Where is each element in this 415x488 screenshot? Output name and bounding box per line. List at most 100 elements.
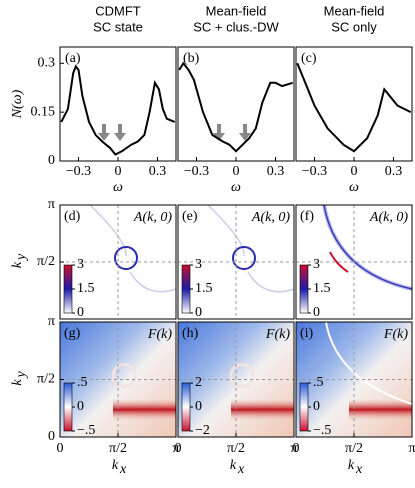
panel-title: A(k, 0): [133, 210, 172, 225]
y-tick-label: 0: [48, 429, 55, 444]
column-header: SC + clus.-DW: [193, 19, 279, 34]
y-tick-label: π: [48, 314, 55, 329]
colorbar: [181, 382, 191, 432]
spectral-ring: [114, 246, 138, 270]
panel-title: F(k): [265, 327, 290, 342]
colorbar: [63, 264, 73, 314]
y-axis-label: k: [10, 261, 25, 268]
panel-title: F(k): [383, 327, 408, 342]
red-band: [349, 398, 412, 421]
arc-hotspot: [329, 251, 349, 273]
y-tick-label: π/2: [37, 372, 55, 387]
colorbar-tick-label: .5: [77, 375, 88, 390]
x-tick-label: 0: [175, 441, 182, 456]
x-tick-label: 0: [57, 441, 64, 456]
panel-title: F(k): [147, 327, 172, 342]
panel-label: (e): [182, 209, 198, 224]
red-band: [231, 398, 294, 421]
colorbar-tick-label: 1.5: [77, 281, 95, 296]
x-tick-label: 0.3: [267, 164, 285, 179]
x-tick-label: 0: [115, 164, 122, 179]
colorbar-tick-label: −2: [195, 423, 210, 438]
x-tick-label: π/2: [227, 441, 245, 456]
colorbar-tick-label: −.5: [313, 423, 331, 438]
gap-ring: [111, 363, 137, 388]
red-band: [113, 398, 176, 421]
colorbar: [299, 264, 309, 314]
fermi-arc-core: [323, 204, 413, 290]
x-tick-label: 0.3: [149, 164, 167, 179]
colorbar-tick-label: 3: [77, 257, 84, 272]
column-header: SC state: [93, 19, 143, 34]
y-tick-label: 0: [48, 153, 55, 168]
x-axis-label: k: [230, 458, 237, 473]
panel-label: (h): [182, 326, 199, 341]
x-axis-label: k: [348, 458, 355, 473]
spectral-ring: [232, 246, 256, 270]
colorbar-tick-label: 0: [313, 399, 320, 414]
y-tick-label: 0.15: [31, 104, 56, 119]
x-axis-label: ω: [113, 180, 123, 195]
y-axis-label: N(ω): [10, 89, 25, 119]
axes-frame: [177, 204, 295, 320]
panel-title: A(k, 0): [369, 210, 408, 225]
x-tick-label: π/2: [109, 441, 127, 456]
arrows: [98, 124, 251, 141]
panel-label: (g): [64, 326, 81, 341]
node-line: [325, 321, 413, 405]
x-tick-label: π: [408, 441, 415, 456]
colorbar-tick-label: 1.5: [313, 281, 331, 296]
density-curve: [60, 64, 176, 156]
panel-label: (i): [300, 326, 314, 341]
gap-ring: [229, 363, 255, 388]
colorbar: [63, 382, 73, 432]
x-tick-label: −0.3: [184, 164, 209, 179]
x-tick-label: 0: [293, 441, 300, 456]
colorbar: [181, 264, 191, 314]
colorbar-tick-label: 0: [313, 305, 320, 320]
colorbar-tick-label: 0: [195, 305, 202, 320]
y-axis-label-subscript: y: [14, 371, 29, 380]
colorbar-tick-label: 1.5: [195, 281, 213, 296]
y-tick-label: π: [48, 197, 55, 212]
x-tick-label: −0.3: [302, 164, 327, 179]
panel-label: (a): [65, 51, 81, 66]
density-curve: [178, 61, 293, 153]
x-tick-label: 0.3: [385, 164, 403, 179]
colorbar-tick-label: 2: [195, 375, 202, 390]
panel-label: (f): [300, 209, 314, 224]
x-axis-label: k: [112, 458, 119, 473]
y-axis-label-subscript: y: [14, 253, 29, 262]
y-axis-label: k: [10, 379, 25, 386]
y-tick-label: π/2: [37, 254, 55, 269]
x-tick-label: π: [172, 441, 179, 456]
column-header: SC only: [331, 19, 377, 34]
column-header: Mean-field: [206, 3, 267, 18]
y-tick-label: 0.3: [38, 56, 56, 71]
colorbar-tick-label: 3: [195, 257, 202, 272]
colorbar-tick-label: −.5: [77, 423, 95, 438]
x-axis-label: ω: [349, 180, 359, 195]
colorbar-tick-label: 0: [77, 399, 84, 414]
x-tick-label: −0.3: [66, 164, 91, 179]
colorbar-tick-label: .5: [313, 375, 324, 390]
panel-label: (b): [183, 51, 200, 66]
axes-frame: [295, 204, 413, 320]
colorbar-tick-label: 3: [313, 257, 320, 272]
y-axis-label-group: ky: [10, 253, 29, 268]
x-tick-label: π/2: [345, 441, 363, 456]
x-tick-label: 0: [351, 164, 358, 179]
panel-title: A(k, 0): [251, 210, 290, 225]
colorbar: [299, 382, 309, 432]
colorbar-tick-label: 0: [195, 399, 202, 414]
y-axis-label-group: ky: [10, 371, 29, 386]
x-axis-label: ω: [231, 180, 241, 195]
x-axis-label-subscript: x: [237, 462, 245, 477]
panel-label: (d): [64, 209, 81, 224]
x-tick-label: 0: [233, 164, 240, 179]
density-curve: [296, 62, 412, 153]
column-header: CDMFT: [95, 3, 141, 18]
x-axis-label-subscript: x: [119, 462, 127, 477]
x-tick-label: π: [290, 441, 297, 456]
colorbar-tick-label: 0: [77, 305, 84, 320]
